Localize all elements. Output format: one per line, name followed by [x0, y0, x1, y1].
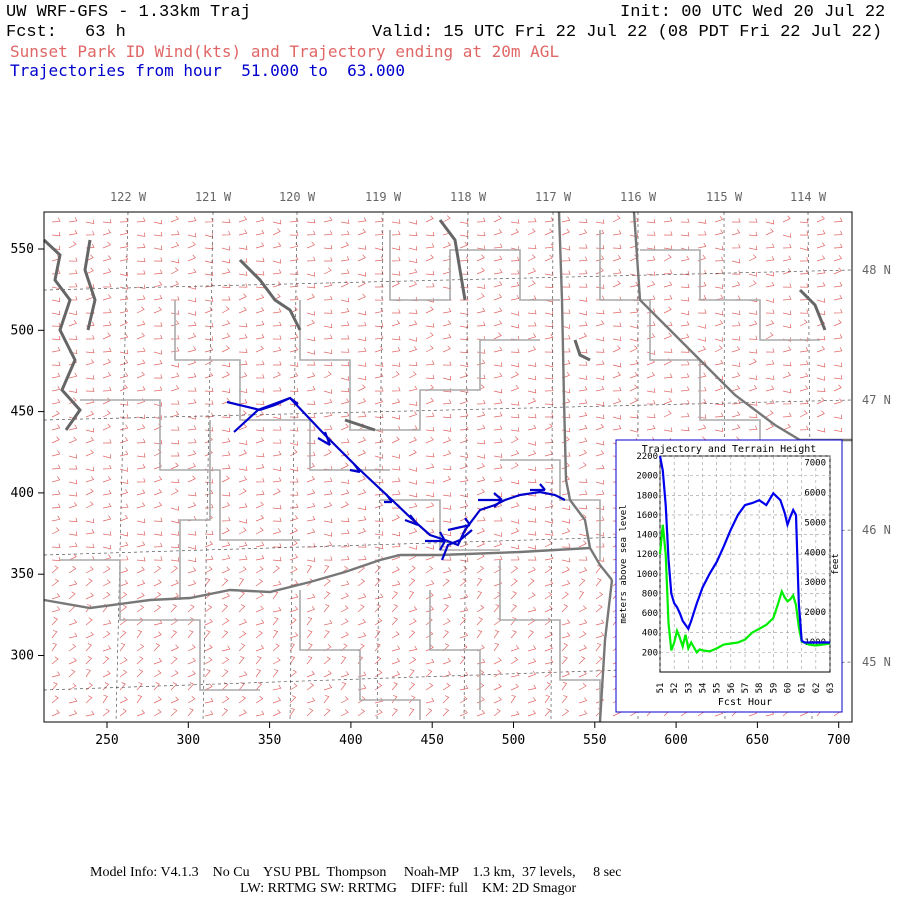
lat-label: 47 N	[862, 393, 891, 407]
trajectory-hours: Trajectories from hour 51.000 to 63.000	[10, 61, 405, 80]
inset-x-tick-label: 61	[798, 683, 808, 694]
inset-y-tick-label-right: 3000	[804, 578, 826, 588]
coastline	[42, 219, 827, 432]
inset-ylabel-right: feet	[831, 553, 841, 575]
y-tick-label: 550	[11, 242, 34, 257]
x-tick-label: 650	[746, 733, 769, 748]
x-tick-label: 300	[177, 733, 200, 748]
inset-x-tick-label: 52	[670, 683, 680, 694]
inset-y-tick-label-left: 1200	[636, 550, 658, 560]
inset-y-tick-label-right: 2000	[804, 608, 826, 618]
inset-xlabel: Fcst Hour	[718, 697, 772, 708]
lon-label: 114 W	[790, 190, 827, 204]
inset-y-tick-label-right: 7000	[804, 459, 826, 469]
lat-label: 46 N	[862, 523, 891, 537]
x-axis-ticks: 250 300 350 400 450 500 550 600 650 700	[95, 722, 850, 748]
inset-x-tick-label: 60	[784, 683, 794, 694]
inset-x-tick-label: 54	[699, 683, 709, 694]
lon-label: 120 W	[279, 190, 316, 204]
inset-y-tick-label-left: 1000	[636, 570, 658, 580]
y-tick-label: 450	[11, 405, 34, 420]
lon-label: 116 W	[620, 190, 657, 204]
lon-label: 122 W	[110, 190, 147, 204]
x-tick-label: 400	[339, 733, 362, 748]
inset-y-tick-label-right: 6000	[804, 488, 826, 498]
inset-y-tick-label-left: 2000	[636, 472, 658, 482]
inset-x-tick-label: 63	[826, 683, 836, 694]
model-info-line2: LW: RRTMG SW: RRTMG DIFF: full KM: 2D Sm…	[240, 881, 577, 896]
map-frame	[43, 211, 853, 723]
inset-y-tick-label-left: 1800	[636, 491, 658, 501]
lat-label: 45 N	[862, 655, 891, 669]
inset-y-tick-label-right: 5000	[804, 518, 826, 528]
forecast-hour: 63 h	[85, 23, 126, 42]
latitude-labels: 48 N 47 N 46 N 45 N	[862, 263, 891, 669]
inset-y-tick-label-left: 1400	[636, 531, 658, 541]
inset-title: Trajectory and Terrain Height	[642, 444, 817, 455]
trajectory-path	[226, 396, 566, 561]
valid-time: Valid: 15 UTC Fri 22 Jul 22 (08 PDT Fri …	[372, 23, 883, 42]
y-tick-label: 300	[11, 649, 34, 664]
x-tick-label: 350	[258, 733, 281, 748]
lon-label: 117 W	[535, 190, 572, 204]
x-tick-label: 700	[827, 733, 850, 748]
lon-label: 121 W	[195, 190, 232, 204]
forecast-label: Fcst:	[6, 23, 58, 42]
inset-y-tick-label-right: 4000	[804, 548, 826, 558]
longitude-labels: 122 W 121 W 120 W 119 W 118 W 117 W 116 W 115 W…	[110, 190, 827, 204]
map-title: UW WRF-GFS - 1.33km Traj	[6, 3, 251, 22]
inset-x-tick-label: 55	[713, 683, 723, 694]
inset-x-tick-label: 51	[656, 683, 666, 694]
inset-y-tick-label-left: 1600	[636, 511, 658, 521]
inset-y-tick-label-left: 600	[642, 609, 658, 619]
y-tick-label: 350	[11, 567, 34, 582]
x-tick-label: 250	[95, 733, 118, 748]
y-axis-ticks: 550 500 450 400 350 300	[11, 242, 44, 664]
inset-y-tick-label-left: 800	[642, 589, 658, 599]
inset-x-tick-label: 57	[741, 683, 751, 694]
trajectory-height-inset: Trajectory and Terrain Height 51 52 53 54 55…	[615, 439, 843, 713]
county-boundaries	[60, 230, 820, 722]
init-time: Init: 00 UTC Wed 20 Jul 22	[620, 3, 886, 22]
inset-y-tick-label-left: 400	[642, 629, 658, 639]
x-tick-label: 500	[502, 733, 525, 748]
inset-y-tick-label-left: 2200	[636, 452, 658, 462]
lon-label: 118 W	[450, 190, 487, 204]
inset-x-tick-label: 62	[812, 683, 822, 694]
terrain-height-line	[658, 524, 831, 655]
inset-x-tick-label: 56	[727, 683, 737, 694]
inset-x-tick-label: 53	[684, 683, 694, 694]
inset-ylabel-left: meters above sea level	[619, 504, 629, 623]
inset-y-tick-label-left: 200	[642, 648, 658, 658]
lon-label: 115 W	[706, 190, 743, 204]
inset-x-tick-label: 59	[769, 683, 779, 694]
x-tick-label: 450	[420, 733, 443, 748]
x-tick-label: 600	[664, 733, 687, 748]
lat-label: 48 N	[862, 263, 891, 277]
trajectory-height-line	[658, 455, 830, 644]
y-tick-label: 400	[11, 486, 34, 501]
model-info-line1: Model Info: V4.1.3 No Cu YSU PBL Thompso…	[90, 865, 622, 880]
map-subtitle: Sunset Park ID Wind(kts) and Trajectory …	[10, 42, 560, 61]
lon-label: 119 W	[365, 190, 402, 204]
inset-x-tick-label: 58	[755, 683, 765, 694]
y-tick-label: 500	[11, 323, 34, 338]
x-tick-label: 550	[583, 733, 606, 748]
